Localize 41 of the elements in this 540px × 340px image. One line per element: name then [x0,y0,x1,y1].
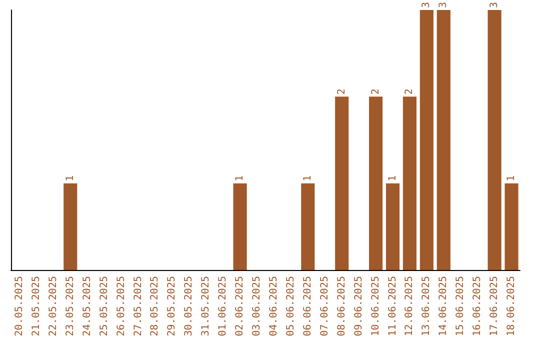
data-label: 2 [370,88,382,95]
data-label: 2 [404,88,416,95]
data-label: 1 [234,175,246,182]
data-label: 1 [387,175,398,182]
x-tick-label: 01.06.2025 [218,276,229,336]
x-tick-label: 27.05.2025 [132,276,144,336]
x-tick-label: 26.05.2025 [116,276,127,336]
data-label: 1 [302,175,314,182]
x-tick-label: 12.06.2025 [404,276,416,336]
data-label: 2 [336,88,348,95]
x-tick-label: 31.05.2025 [200,276,212,336]
x-tick-label: 08.06.2025 [336,276,348,336]
x-tick-label: 16.06.2025 [472,276,484,336]
x-tick-label: 07.06.2025 [319,276,330,336]
x-tick-label: 10.06.2025 [370,276,382,336]
x-tick-label: 05.06.2025 [285,276,296,336]
data-label: 1 [64,175,76,182]
x-tick-label: 04.06.2025 [268,276,280,336]
x-tick-label: 22.05.2025 [48,276,59,336]
x-tick-label: 02.06.2025 [234,276,246,336]
x-tick-label: 21.05.2025 [30,276,42,336]
x-tick-label: 29.05.2025 [166,276,178,336]
x-tick-label: 15.06.2025 [455,276,466,336]
x-tick-label: 09.06.2025 [353,276,364,336]
x-tick-label: 17.06.2025 [489,276,500,336]
x-tick-label: 14.06.2025 [438,276,450,336]
data-label: 1 [506,175,518,182]
x-tick-label: 11.06.2025 [387,276,398,336]
data-label: 3 [421,2,432,8]
x-tick-label: 30.05.2025 [184,276,195,336]
x-tick-label: 13.06.2025 [421,276,432,336]
x-tick-label: 28.05.2025 [150,276,161,336]
x-tick-label: 23.05.2025 [64,276,76,336]
x-tick-label: 25.05.2025 [98,276,110,336]
x-tick-label: 03.06.2025 [252,276,263,336]
x-tick-label: 18.06.2025 [506,276,518,336]
x-tick-label: 20.05.2025 [14,276,25,336]
data-label: 3 [489,2,500,8]
x-tick-label: 24.05.2025 [82,276,93,336]
x-tick-label: 06.06.2025 [302,276,314,336]
data-label: 3 [438,2,450,8]
